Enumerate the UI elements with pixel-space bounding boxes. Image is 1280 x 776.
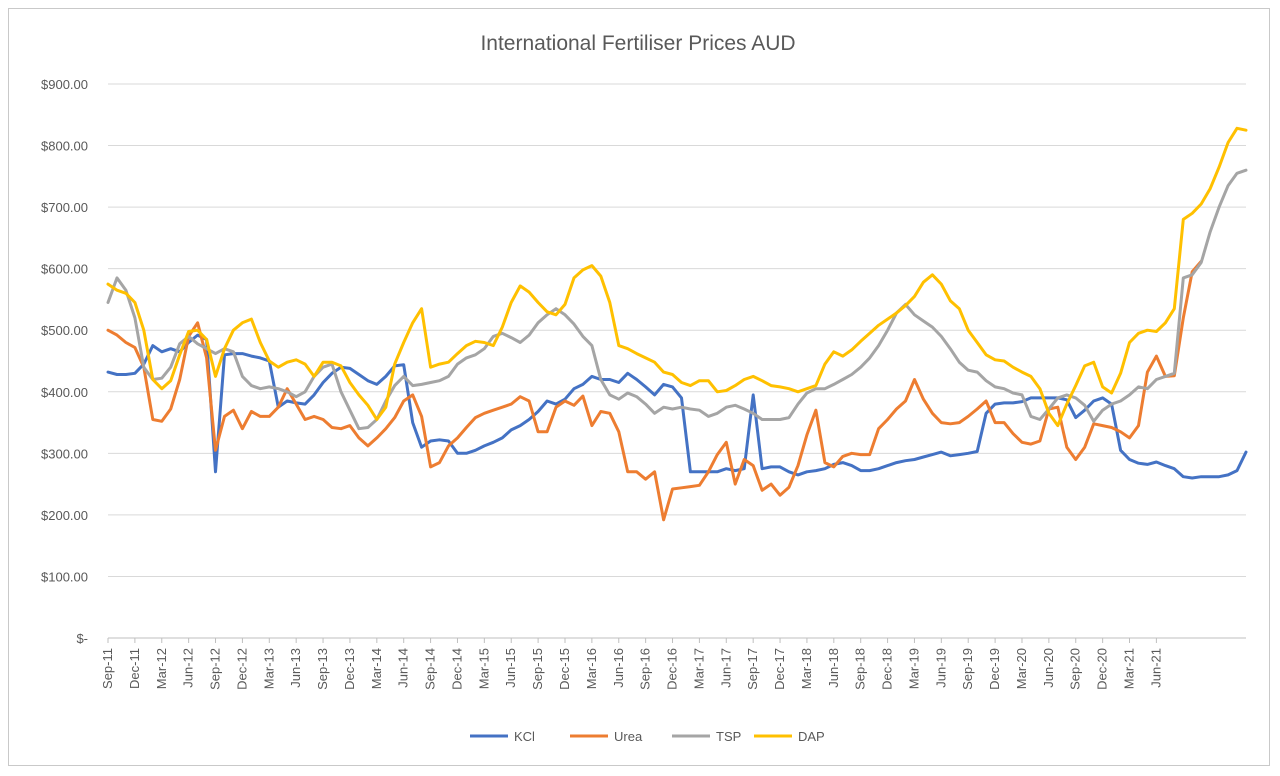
legend-label-dap: DAP bbox=[798, 729, 825, 744]
x-tick-label: Jun-21 bbox=[1148, 648, 1163, 688]
x-tick-label: Sep-17 bbox=[745, 648, 760, 690]
x-tick-label: Dec-19 bbox=[987, 648, 1002, 690]
chart-frame bbox=[8, 8, 1270, 766]
series-lines bbox=[106, 126, 1248, 522]
x-tick-label: Mar-20 bbox=[1014, 648, 1029, 689]
x-tick-label: Mar-19 bbox=[906, 648, 921, 689]
x-tick-label: Mar-17 bbox=[691, 648, 706, 689]
x-tick-label: Jun-19 bbox=[933, 648, 948, 688]
x-tick-label: Sep-12 bbox=[208, 648, 223, 690]
y-tick-label: $700.00 bbox=[41, 200, 88, 215]
x-tick-label: Jun-20 bbox=[1041, 648, 1056, 688]
legend-label-tsp: TSP bbox=[716, 729, 741, 744]
series-line-tsp bbox=[106, 168, 1248, 431]
x-tick-label: Dec-16 bbox=[665, 648, 680, 690]
y-tick-label: $800.00 bbox=[41, 139, 88, 154]
x-tick-label: Jun-14 bbox=[396, 648, 411, 688]
y-tick-label: $300.00 bbox=[41, 446, 88, 461]
x-tick-label: Mar-13 bbox=[261, 648, 276, 689]
series-line-dap bbox=[106, 126, 1248, 428]
legend: KCl Urea TSP DAP bbox=[470, 729, 825, 744]
legend-label-kcl: KCl bbox=[514, 729, 535, 744]
x-tick-label: Dec-17 bbox=[772, 648, 787, 690]
x-tick-label: Mar-15 bbox=[476, 648, 491, 689]
x-tick-label: Jun-18 bbox=[826, 648, 841, 688]
x-tick-label: Dec-20 bbox=[1095, 648, 1110, 690]
y-tick-label: $400.00 bbox=[41, 385, 88, 400]
x-tick-label: Sep-16 bbox=[638, 648, 653, 690]
x-tick-label: Dec-14 bbox=[449, 648, 464, 690]
y-tick-label: $600.00 bbox=[41, 262, 88, 277]
x-tick-label: Mar-16 bbox=[584, 648, 599, 689]
x-tick-label: Jun-15 bbox=[503, 648, 518, 688]
x-tick-label: Mar-21 bbox=[1122, 648, 1137, 689]
x-tick-label: Sep-19 bbox=[960, 648, 975, 690]
x-tick-label: Sep-18 bbox=[853, 648, 868, 690]
y-tick-label: $100.00 bbox=[41, 569, 88, 584]
x-tick-label: Dec-11 bbox=[127, 648, 142, 689]
x-tick-label: Sep-15 bbox=[530, 648, 545, 690]
y-axis-ticks: $- $100.00 $200.00 $300.00 $400.00 $500.00 $60… bbox=[41, 77, 88, 646]
x-tick-label: Sep-11 bbox=[100, 648, 115, 689]
x-tick-label: Jun-12 bbox=[181, 648, 196, 688]
x-tick-label: Dec-13 bbox=[342, 648, 357, 690]
chart-title: International Fertiliser Prices AUD bbox=[480, 32, 795, 55]
x-tick-label: Mar-14 bbox=[369, 648, 384, 689]
x-axis-ticks: Sep-11 Dec-11 Mar-12 Jun-12 Sep-12 Dec-12 Mar-… bbox=[100, 638, 1163, 690]
x-tick-label: Sep-20 bbox=[1068, 648, 1083, 690]
y-tick-label: $200.00 bbox=[41, 508, 88, 523]
x-tick-label: Dec-18 bbox=[880, 648, 895, 690]
x-tick-label: Mar-18 bbox=[799, 648, 814, 689]
series-line-urea bbox=[106, 259, 1203, 522]
x-tick-label: Sep-14 bbox=[423, 648, 438, 690]
legend-label-urea: Urea bbox=[614, 729, 643, 744]
x-tick-label: Sep-13 bbox=[315, 648, 330, 690]
x-tick-label: Dec-12 bbox=[234, 648, 249, 690]
y-tick-label: $- bbox=[76, 631, 88, 646]
y-tick-label: $500.00 bbox=[41, 323, 88, 338]
y-tick-label: $900.00 bbox=[41, 77, 88, 92]
x-tick-label: Jun-17 bbox=[718, 648, 733, 688]
x-tick-label: Jun-16 bbox=[611, 648, 626, 688]
grid bbox=[108, 83, 1246, 639]
x-tick-label: Mar-12 bbox=[154, 648, 169, 689]
x-tick-label: Jun-13 bbox=[288, 648, 303, 688]
x-tick-label: Dec-15 bbox=[557, 648, 572, 690]
